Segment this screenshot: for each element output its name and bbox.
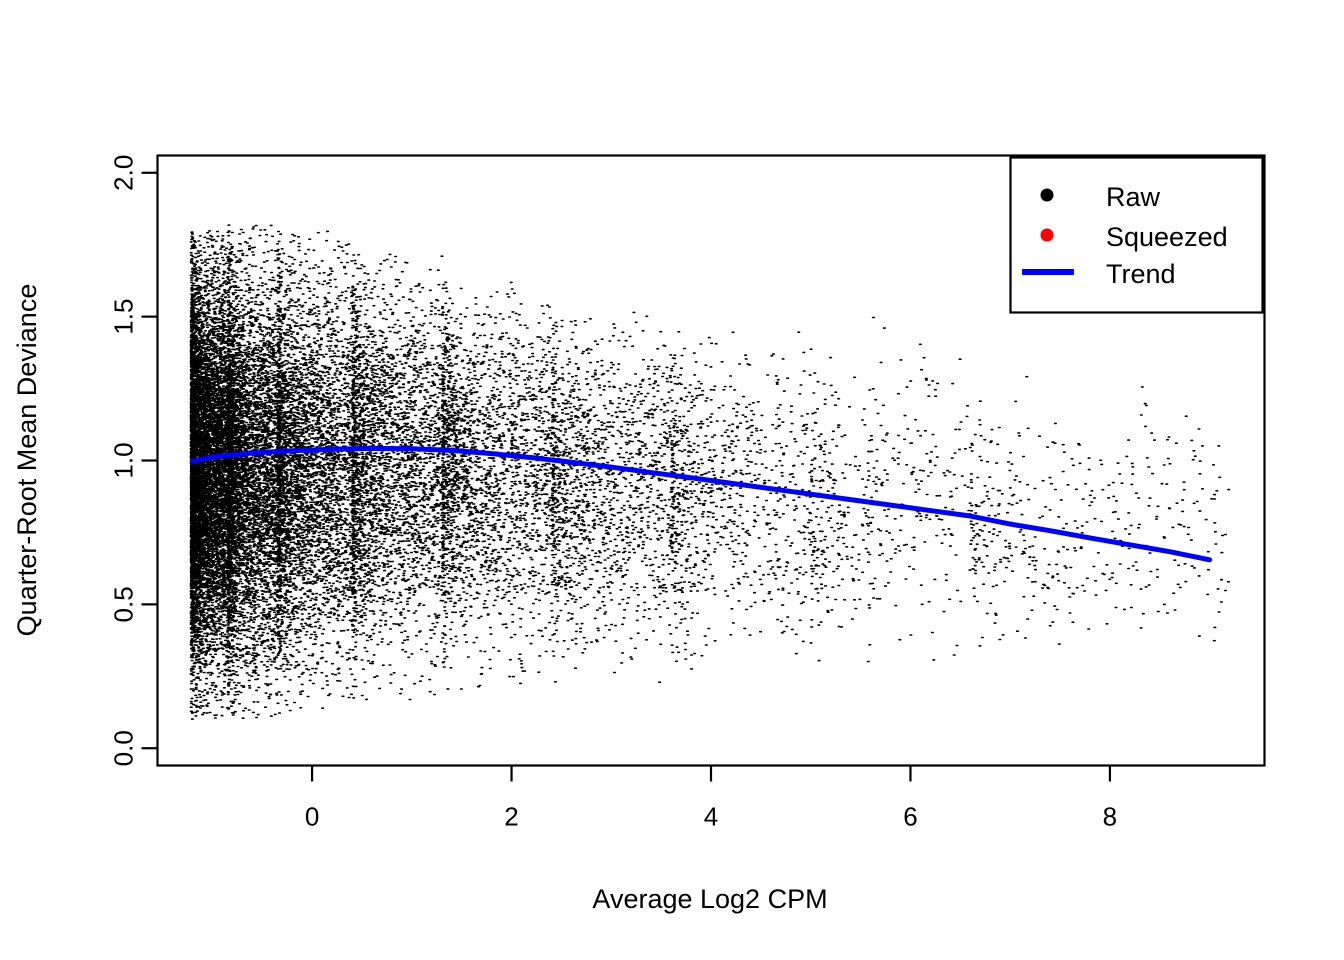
y-axis-tick-labels: 0.0 0.5 1.0 1.5 2.0 bbox=[109, 155, 139, 767]
y-tick-label: 1.0 bbox=[109, 442, 139, 478]
x-tick-label: 4 bbox=[704, 802, 718, 832]
raw-points-layer bbox=[189, 224, 1231, 720]
y-axis-ticks bbox=[141, 171, 158, 750]
legend-label-raw: Raw bbox=[1106, 182, 1161, 212]
x-tick-label: 0 bbox=[305, 802, 319, 832]
y-axis-title: Quarter-Root Mean Deviance bbox=[12, 284, 42, 637]
y-tick-label: 2.0 bbox=[109, 155, 139, 191]
trend-line bbox=[189, 445, 1213, 563]
legend-marker-raw bbox=[1040, 188, 1054, 202]
y-tick-label: 0.0 bbox=[109, 730, 139, 766]
legend: Raw Squeezed Trend bbox=[1009, 156, 1264, 314]
x-axis-ticks bbox=[310, 765, 1112, 782]
raw-point-cloud bbox=[189, 224, 1231, 720]
x-tick-label: 8 bbox=[1103, 802, 1117, 832]
x-tick-label: 6 bbox=[903, 802, 917, 832]
legend-label-squeezed: Squeezed bbox=[1106, 222, 1228, 252]
y-tick-label: 1.5 bbox=[109, 299, 139, 335]
y-tick-label: 0.5 bbox=[109, 586, 139, 622]
legend-label-trend: Trend bbox=[1106, 259, 1176, 289]
legend-marker-squeezed bbox=[1040, 228, 1054, 242]
x-axis-title: Average Log2 CPM bbox=[592, 884, 827, 914]
x-axis-tick-labels: 0 2 4 6 8 bbox=[305, 802, 1117, 832]
x-tick-label: 2 bbox=[504, 802, 518, 832]
